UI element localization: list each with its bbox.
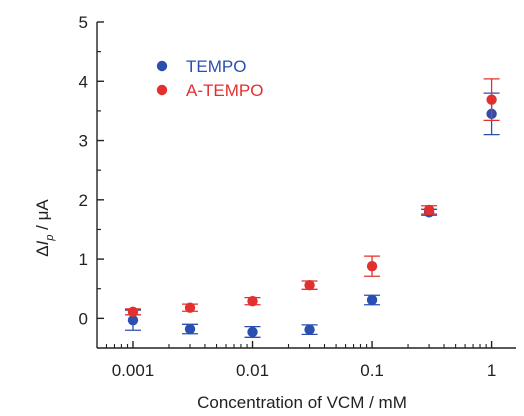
y-axis-label-sub: p — [44, 235, 56, 242]
legend-label: A-TEMPO — [186, 81, 263, 100]
data-point — [366, 294, 378, 306]
data-point — [127, 314, 139, 326]
y-tick-label: 1 — [79, 250, 88, 269]
data-point — [184, 323, 196, 335]
x-tick-label: 0.001 — [112, 361, 155, 380]
data-point — [184, 302, 196, 313]
y-axis-label-prefix: Δ — [33, 245, 52, 256]
data-point — [486, 94, 497, 105]
x-axis: 0.001 0.01 0.1 1 — [97, 341, 516, 380]
data-point — [366, 261, 378, 272]
data-point — [247, 295, 258, 307]
y-tick-label: 0 — [79, 309, 88, 328]
y-axis: 0 1 2 3 4 5 — [79, 13, 104, 348]
series-tempo — [124, 92, 500, 338]
legend-label: TEMPO — [186, 57, 246, 76]
legend-marker — [156, 60, 168, 72]
x-tick-label: 0.01 — [236, 361, 269, 380]
y-axis-label: ΔIp / μA — [33, 199, 56, 257]
x-axis-label: Concentration of VCM / mM — [197, 393, 407, 412]
data-marks — [124, 78, 500, 338]
y-tick-label: 2 — [79, 191, 88, 210]
y-axis-label-suffix: / μA — [33, 199, 52, 235]
x-tick-label: 0.1 — [360, 361, 384, 380]
y-tick-label: 3 — [79, 132, 88, 151]
data-point — [423, 204, 435, 216]
y-tick-label: 5 — [79, 13, 88, 32]
legend-marker — [156, 84, 168, 96]
data-point — [247, 326, 258, 338]
data-point — [127, 306, 139, 318]
y-axis-label-var: I — [33, 240, 52, 245]
data-point — [304, 279, 315, 291]
x-tick-label: 1 — [487, 361, 496, 380]
series-a-tempo — [124, 78, 500, 318]
legend: TEMPO A-TEMPO — [156, 57, 263, 100]
data-point — [304, 324, 315, 335]
y-tick-label: 4 — [79, 72, 88, 91]
